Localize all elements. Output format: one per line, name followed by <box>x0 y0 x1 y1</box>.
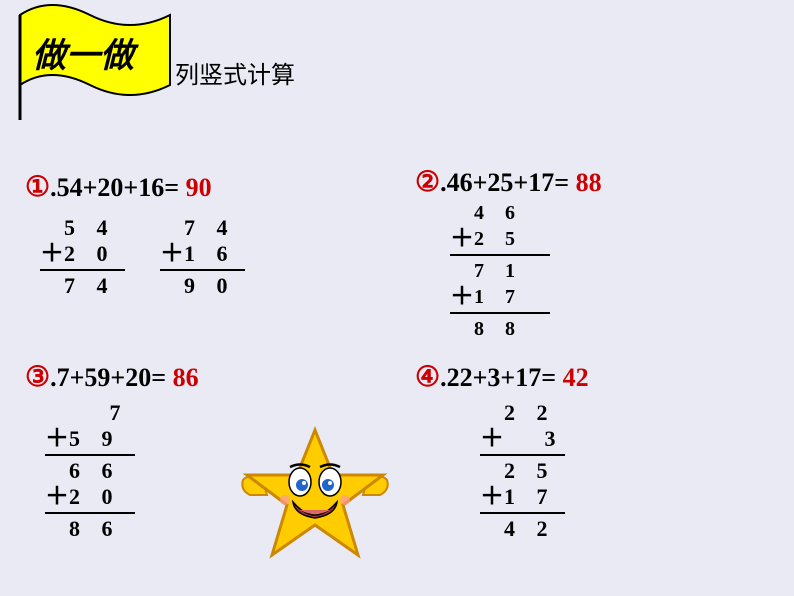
c3-r1: 7 <box>67 400 129 426</box>
expr-4: .22+3+17= <box>440 363 556 392</box>
c1b-r3: 9 0 <box>182 273 236 299</box>
c4-r3: 2 5 <box>502 458 556 484</box>
circle-3: ③ <box>25 362 50 393</box>
c3-r5: 8 6 <box>67 516 121 542</box>
vcalc-3: 7 ＋5 9 6 6 ＋2 0 8 6 <box>45 400 135 542</box>
c2-r3: 7 1 <box>472 259 523 283</box>
c3-r2: 5 9 <box>67 426 121 452</box>
c1a-r1: 5 4 <box>62 215 116 241</box>
expr-3: .7+59+20= <box>50 363 166 392</box>
c2-r4: 1 7 <box>472 285 523 309</box>
c4-r5: 4 2 <box>502 516 556 542</box>
answer-2: 88 <box>576 168 602 197</box>
c2-r5: 8 8 <box>472 317 523 341</box>
banner-text: 做一做 <box>32 28 134 77</box>
vcalc-1a: 5 4 ＋2 0 7 4 <box>40 215 125 299</box>
c2-r1: 4 6 <box>472 201 523 225</box>
c1b-r2: 1 6 <box>182 241 236 267</box>
answer-4: 42 <box>563 363 589 392</box>
circle-2: ② <box>415 167 440 198</box>
circle-4: ④ <box>415 362 440 393</box>
c1a-r3: 7 4 <box>62 273 116 299</box>
c1b-r1: 7 4 <box>182 215 236 241</box>
c1a-r2: 2 0 <box>62 241 116 267</box>
problem-3: ③.7+59+20= 86 <box>25 360 199 394</box>
answer-3: 86 <box>173 363 199 392</box>
expr-1: .54+20+16= <box>50 173 179 202</box>
c3-r4: 2 0 <box>67 484 121 510</box>
star-icon <box>235 420 395 585</box>
c2-r2: 2 5 <box>472 227 523 251</box>
vcalc-2: 4 6 ＋2 5 7 1 ＋1 7 8 8 <box>450 200 550 342</box>
problem-2: ②.46+25+17= 88 <box>415 165 602 199</box>
c4-r1: 2 2 <box>502 400 556 426</box>
expr-2: .46+25+17= <box>440 168 569 197</box>
banner-flag: 做一做 <box>10 0 180 125</box>
vcalc-1b: 7 4 ＋1 6 9 0 <box>160 215 245 299</box>
problem-1: ①.54+20+16= 90 <box>25 170 212 204</box>
answer-1: 90 <box>186 173 212 202</box>
c4-r4: 1 7 <box>502 484 556 510</box>
c3-r3: 6 6 <box>67 458 121 484</box>
circle-1: ① <box>25 172 50 203</box>
vcalc-4: 2 2 ＋ 3 2 5 ＋1 7 4 2 <box>480 400 565 542</box>
c4-r2: 3 <box>502 426 564 452</box>
subtitle: 列竖式计算 <box>175 55 295 90</box>
problem-4: ④.22+3+17= 42 <box>415 360 589 394</box>
